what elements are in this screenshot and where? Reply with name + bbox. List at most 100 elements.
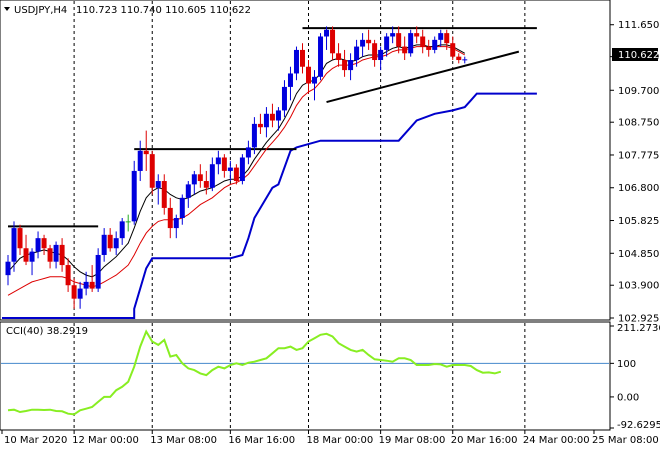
price-tick-label-2: 109.700 — [618, 86, 659, 97]
candle-body-2 — [17, 228, 23, 249]
candle-29 — [179, 194, 185, 225]
candle-57 — [348, 53, 354, 81]
candle-10 — [65, 258, 71, 292]
candle-75 — [456, 53, 462, 64]
candle-body-48 — [293, 49, 299, 74]
candle-body-72 — [438, 33, 444, 40]
price-tick-label-5: 106.800 — [618, 183, 659, 194]
candle-50 — [306, 60, 311, 94]
candle-69 — [420, 29, 426, 54]
cci-tick-label-2: 0.00 — [617, 392, 639, 403]
candle-body-7 — [47, 248, 53, 262]
time-tick-label-0: 10 Mar 2020 — [4, 435, 67, 446]
candle-70 — [426, 39, 432, 57]
candle-0 — [5, 254, 11, 286]
candle-35 — [215, 150, 221, 175]
candle-body-59 — [360, 39, 366, 47]
candle-body-54 — [330, 29, 336, 54]
candle-74 — [450, 36, 456, 61]
candle-42 — [257, 113, 263, 134]
candle-66 — [402, 36, 408, 61]
candle-22 — [137, 140, 143, 182]
candle-body-65 — [396, 33, 402, 47]
candle-45 — [275, 107, 281, 131]
price-badge-label: 110.622 — [618, 50, 659, 61]
price-tick-label-4: 107.775 — [618, 150, 659, 161]
candle-body-68 — [414, 33, 420, 37]
candle-40 — [245, 140, 251, 165]
candle-body-8 — [53, 244, 59, 262]
ohlc-readout: 110.723 110.740 110.605 110.622 — [76, 5, 251, 16]
candle-body-12 — [77, 288, 83, 299]
candle-31 — [191, 170, 197, 195]
candle-body-45 — [275, 110, 281, 121]
candle-61 — [372, 39, 378, 67]
candle-25 — [155, 174, 161, 205]
trend-line-segment — [326, 50, 520, 104]
candle-body-73 — [444, 33, 450, 44]
candle-body-14 — [89, 281, 95, 289]
candle-body-69 — [420, 36, 426, 47]
candle-body-23 — [143, 150, 149, 155]
horizontal-level-lines — [8, 27, 537, 228]
time-tick-label-2: 13 Mar 08:00 — [150, 435, 217, 446]
cci-axis: 211.2736 100 0.00 -92.6295 — [610, 323, 660, 431]
candle-8 — [53, 241, 59, 269]
candle-body-21 — [131, 170, 137, 222]
candle-body-58 — [354, 46, 360, 61]
candle-body-52 — [318, 36, 324, 77]
candle-27 — [167, 197, 173, 239]
candle-body-44 — [269, 113, 275, 121]
support-polyline — [2, 92, 537, 319]
candle-body-71 — [432, 39, 438, 50]
cci-tick-label-0: 211.2736 — [617, 323, 660, 334]
collapse-triangle-icon[interactable] — [4, 7, 10, 11]
candle-60 — [366, 29, 372, 50]
candle-30 — [185, 181, 191, 208]
cci-line — [7, 329, 502, 416]
candle-body-64 — [390, 33, 396, 37]
candle-body-6 — [41, 238, 47, 249]
time-tick-label-1: 12 Mar 00:00 — [72, 435, 139, 446]
candle-43 — [263, 107, 269, 138]
price-tick-label-3: 108.750 — [618, 118, 659, 129]
candle-body-47 — [287, 73, 293, 87]
price-tick-label-6: 105.825 — [618, 216, 659, 227]
candle-body-17 — [107, 234, 113, 249]
candle-52 — [318, 33, 324, 81]
candle-body-34 — [209, 164, 215, 188]
time-tick-label-3: 16 Mar 16:00 — [228, 435, 295, 446]
candle-56 — [342, 49, 348, 77]
candle-body-5 — [35, 238, 41, 252]
candle-21 — [131, 160, 137, 225]
time-tick-label-7: 24 Mar 00:00 — [523, 435, 590, 446]
candle-17 — [107, 228, 113, 252]
candle-44 — [269, 103, 275, 128]
candle-47 — [287, 66, 293, 101]
candle-63 — [384, 33, 390, 57]
price-axis: 111.650110.700109.700108.750107.775106.8… — [610, 20, 659, 325]
candle-body-51 — [312, 76, 318, 84]
candle-body-4 — [29, 251, 35, 262]
candle-body-37 — [227, 167, 233, 171]
candle-41 — [251, 117, 257, 155]
candle-16 — [101, 228, 107, 262]
candle-body-43 — [263, 113, 269, 128]
cci-label: CCI(40) 38.2919 — [6, 326, 88, 337]
candle-body-0 — [5, 261, 11, 276]
candle-body-46 — [281, 86, 287, 111]
candle-48 — [293, 46, 299, 81]
candle-71 — [432, 36, 438, 54]
candle-body-40 — [245, 147, 251, 158]
candle-24 — [149, 150, 155, 195]
candle-body-70 — [426, 46, 432, 50]
price-tick-label-7: 104.850 — [618, 249, 659, 260]
candle-12 — [77, 281, 83, 309]
candle-73 — [444, 29, 450, 50]
candle-body-55 — [336, 53, 342, 61]
cci-tick-label-1: 100 — [617, 359, 636, 370]
candle-64 — [390, 26, 396, 44]
candle-body-3 — [23, 248, 29, 262]
candle-body-39 — [239, 157, 245, 182]
